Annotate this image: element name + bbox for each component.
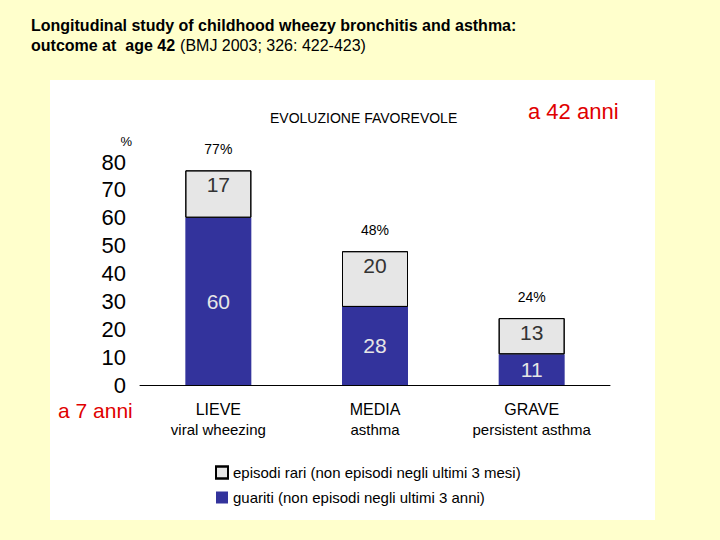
svg-text:(BMJ 2003; 326: 422-423): (BMJ 2003; 326: 422-423) <box>180 37 366 54</box>
svg-text:11: 11 <box>521 358 543 381</box>
svg-text:10: 10 <box>102 345 126 370</box>
svg-text:60: 60 <box>207 290 230 313</box>
svg-text:EVOLUZIONE FAVOREVOLE: EVOLUZIONE FAVOREVOLE <box>270 110 457 126</box>
svg-text:Longitudinal study of childhoo: Longitudinal study of childhood wheezy b… <box>31 17 516 34</box>
svg-text:a 42 anni: a 42 anni <box>528 99 619 124</box>
svg-text:17: 17 <box>207 173 230 196</box>
svg-text:60: 60 <box>102 205 126 230</box>
svg-text:30: 30 <box>102 289 126 314</box>
svg-text:guariti (non episodi negli ult: guariti (non episodi negli ultimi 3 anni… <box>233 489 485 506</box>
svg-text:viral wheezing: viral wheezing <box>171 421 266 438</box>
svg-text:28: 28 <box>363 334 386 357</box>
svg-text:a 7 anni: a 7 anni <box>58 399 133 422</box>
svg-text:episodi rari (non episodi negl: episodi rari (non episodi negli ultimi 3… <box>233 464 521 481</box>
svg-text:%: % <box>120 134 132 149</box>
svg-text:40: 40 <box>102 261 126 286</box>
svg-text:48%: 48% <box>361 222 389 238</box>
svg-text:13: 13 <box>520 321 543 344</box>
svg-text:outcome at age 42: outcome at age 42 <box>31 37 175 54</box>
svg-text:LIEVE: LIEVE <box>196 401 241 418</box>
svg-text:77%: 77% <box>204 141 232 157</box>
svg-text:20: 20 <box>102 317 126 342</box>
svg-text:asthma: asthma <box>350 421 400 438</box>
svg-text:20: 20 <box>363 254 386 277</box>
svg-text:50: 50 <box>102 233 126 258</box>
svg-text:80: 80 <box>102 150 126 175</box>
svg-text:0: 0 <box>114 373 126 398</box>
svg-text:24%: 24% <box>518 289 546 305</box>
svg-text:GRAVE: GRAVE <box>504 401 559 418</box>
svg-text:MEDIA: MEDIA <box>350 401 401 418</box>
svg-text:70: 70 <box>102 177 126 202</box>
svg-text:persistent asthma: persistent asthma <box>472 421 591 438</box>
